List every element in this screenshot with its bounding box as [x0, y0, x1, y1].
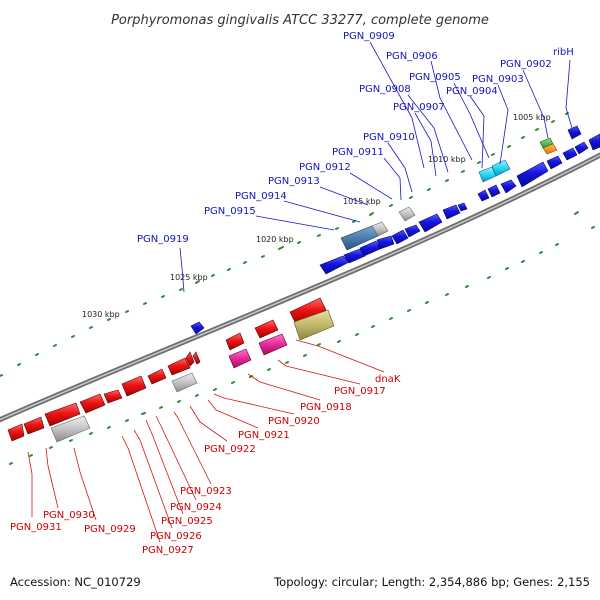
gc-ring-lower — [9, 211, 595, 465]
gene-feature[interactable] — [546, 155, 563, 170]
gene-feature[interactable] — [50, 415, 91, 443]
gene-label[interactable]: PGN_0907 — [393, 102, 445, 113]
forward-strand-genes — [190, 125, 600, 335]
gene-label[interactable]: PGN_0922 — [204, 444, 256, 455]
gene-label[interactable]: PGN_0911 — [332, 147, 384, 158]
tick-label: 1020 kbp — [256, 235, 294, 244]
gene-feature[interactable] — [319, 255, 350, 275]
gene-feature[interactable] — [192, 351, 201, 365]
gene-label[interactable]: PGN_0913 — [268, 176, 320, 187]
gene-feature[interactable] — [225, 332, 245, 351]
gene-feature[interactable] — [171, 372, 198, 393]
reverse-label-leaders — [27, 339, 385, 543]
gene-label[interactable]: PGN_0905 — [409, 72, 461, 83]
gene-label[interactable]: PGN_0926 — [150, 531, 202, 542]
gene-feature[interactable] — [567, 125, 582, 140]
tick-label: 1005 kbp — [513, 113, 551, 122]
tick-label: 1010 kbp — [428, 155, 466, 164]
gene-label[interactable]: PGN_0924 — [170, 502, 222, 513]
gene-feature[interactable] — [359, 240, 381, 257]
gene-label[interactable]: PGN_0902 — [500, 59, 552, 70]
gene-feature[interactable] — [228, 348, 252, 369]
gene-feature[interactable] — [457, 202, 468, 212]
topology-text: Topology: circular; Length: 2,354,886 bp… — [273, 575, 590, 589]
gene-feature[interactable] — [371, 221, 389, 237]
gene-feature[interactable] — [79, 393, 106, 414]
gene-feature[interactable] — [418, 213, 443, 233]
gene-feature[interactable] — [376, 235, 395, 250]
gene-label[interactable]: PGN_0914 — [235, 191, 287, 202]
genome-backbone — [0, 152, 600, 423]
gene-label[interactable]: PGN_0923 — [180, 486, 232, 497]
gene-feature[interactable] — [542, 143, 558, 155]
gene-feature[interactable] — [343, 248, 366, 264]
forward-label-leaders — [179, 41, 573, 293]
gene-label[interactable]: PGN_0909 — [343, 31, 395, 42]
gene-feature[interactable] — [500, 179, 517, 194]
gene-feature[interactable] — [167, 357, 191, 376]
gene-label[interactable]: PGN_0927 — [142, 545, 194, 556]
gene-feature[interactable] — [44, 402, 81, 427]
gene-label[interactable]: PGN_0918 — [300, 402, 352, 413]
gene-feature[interactable] — [190, 321, 205, 335]
gene-label[interactable]: PGN_0908 — [359, 84, 411, 95]
gene-feature[interactable] — [147, 368, 167, 385]
gene-label[interactable]: PGN_0921 — [238, 430, 290, 441]
reverse-strand-genes — [7, 297, 335, 443]
gene-label[interactable]: PGN_0912 — [299, 162, 351, 173]
gene-feature[interactable] — [7, 423, 25, 442]
gene-label[interactable]: PGN_0930 — [43, 510, 95, 521]
gene-feature[interactable] — [398, 206, 416, 222]
tick-label: 1015 kbp — [343, 197, 381, 206]
gene-label[interactable]: PGN_0903 — [472, 74, 524, 85]
gene-feature[interactable] — [562, 147, 578, 161]
gene-feature[interactable] — [516, 161, 549, 188]
gene-feature[interactable] — [121, 375, 147, 397]
gene-feature[interactable] — [477, 189, 490, 202]
gene-feature[interactable] — [574, 141, 589, 155]
gene-feature[interactable] — [391, 229, 409, 245]
gene-feature[interactable] — [185, 351, 195, 367]
gene-label[interactable]: PGN_0910 — [363, 132, 415, 143]
tick-label: 1030 kbp — [82, 310, 120, 319]
tick-label: 1025 kbp — [170, 273, 208, 282]
gene-feature[interactable] — [293, 309, 335, 341]
gene-label[interactable]: PGN_0920 — [268, 416, 320, 427]
gene-label[interactable]: PGN_0904 — [446, 86, 498, 97]
gene-feature[interactable] — [588, 133, 600, 151]
gene-feature[interactable] — [23, 416, 45, 435]
gene-label[interactable]: PGN_0931 — [10, 522, 62, 533]
gene-feature[interactable] — [254, 319, 279, 339]
gene-label[interactable]: PGN_0929 — [84, 524, 136, 535]
gene-feature[interactable] — [404, 224, 421, 238]
gene-feature[interactable] — [442, 204, 461, 220]
gc-ring-upper — [0, 112, 569, 377]
gene-feature[interactable] — [103, 389, 123, 404]
accession-text: Accession: NC_010729 — [10, 575, 141, 589]
gene-feature[interactable] — [289, 297, 327, 325]
gene-label[interactable]: PGN_0919 — [137, 234, 189, 245]
gene-label[interactable]: PGN_0917 — [334, 386, 386, 397]
gene-label[interactable]: PGN_0925 — [161, 516, 213, 527]
forward-labels: PGN_0909 PGN_0906 PGN_0905 PGN_0903 PGN_… — [137, 31, 574, 245]
gene-feature[interactable] — [258, 333, 288, 356]
gene-label[interactable]: PGN_0906 — [386, 51, 438, 62]
gene-feature[interactable] — [487, 184, 501, 198]
map-title: Porphyromonas gingivalis ATCC 33277, com… — [111, 13, 489, 28]
gene-label[interactable]: ribH — [553, 47, 574, 58]
gene-label[interactable]: PGN_0915 — [204, 206, 256, 217]
reverse-labels: dnaK PGN_0917 PGN_0918 PGN_0920 PGN_0921… — [10, 374, 401, 556]
gene-label[interactable]: dnaK — [375, 374, 401, 385]
